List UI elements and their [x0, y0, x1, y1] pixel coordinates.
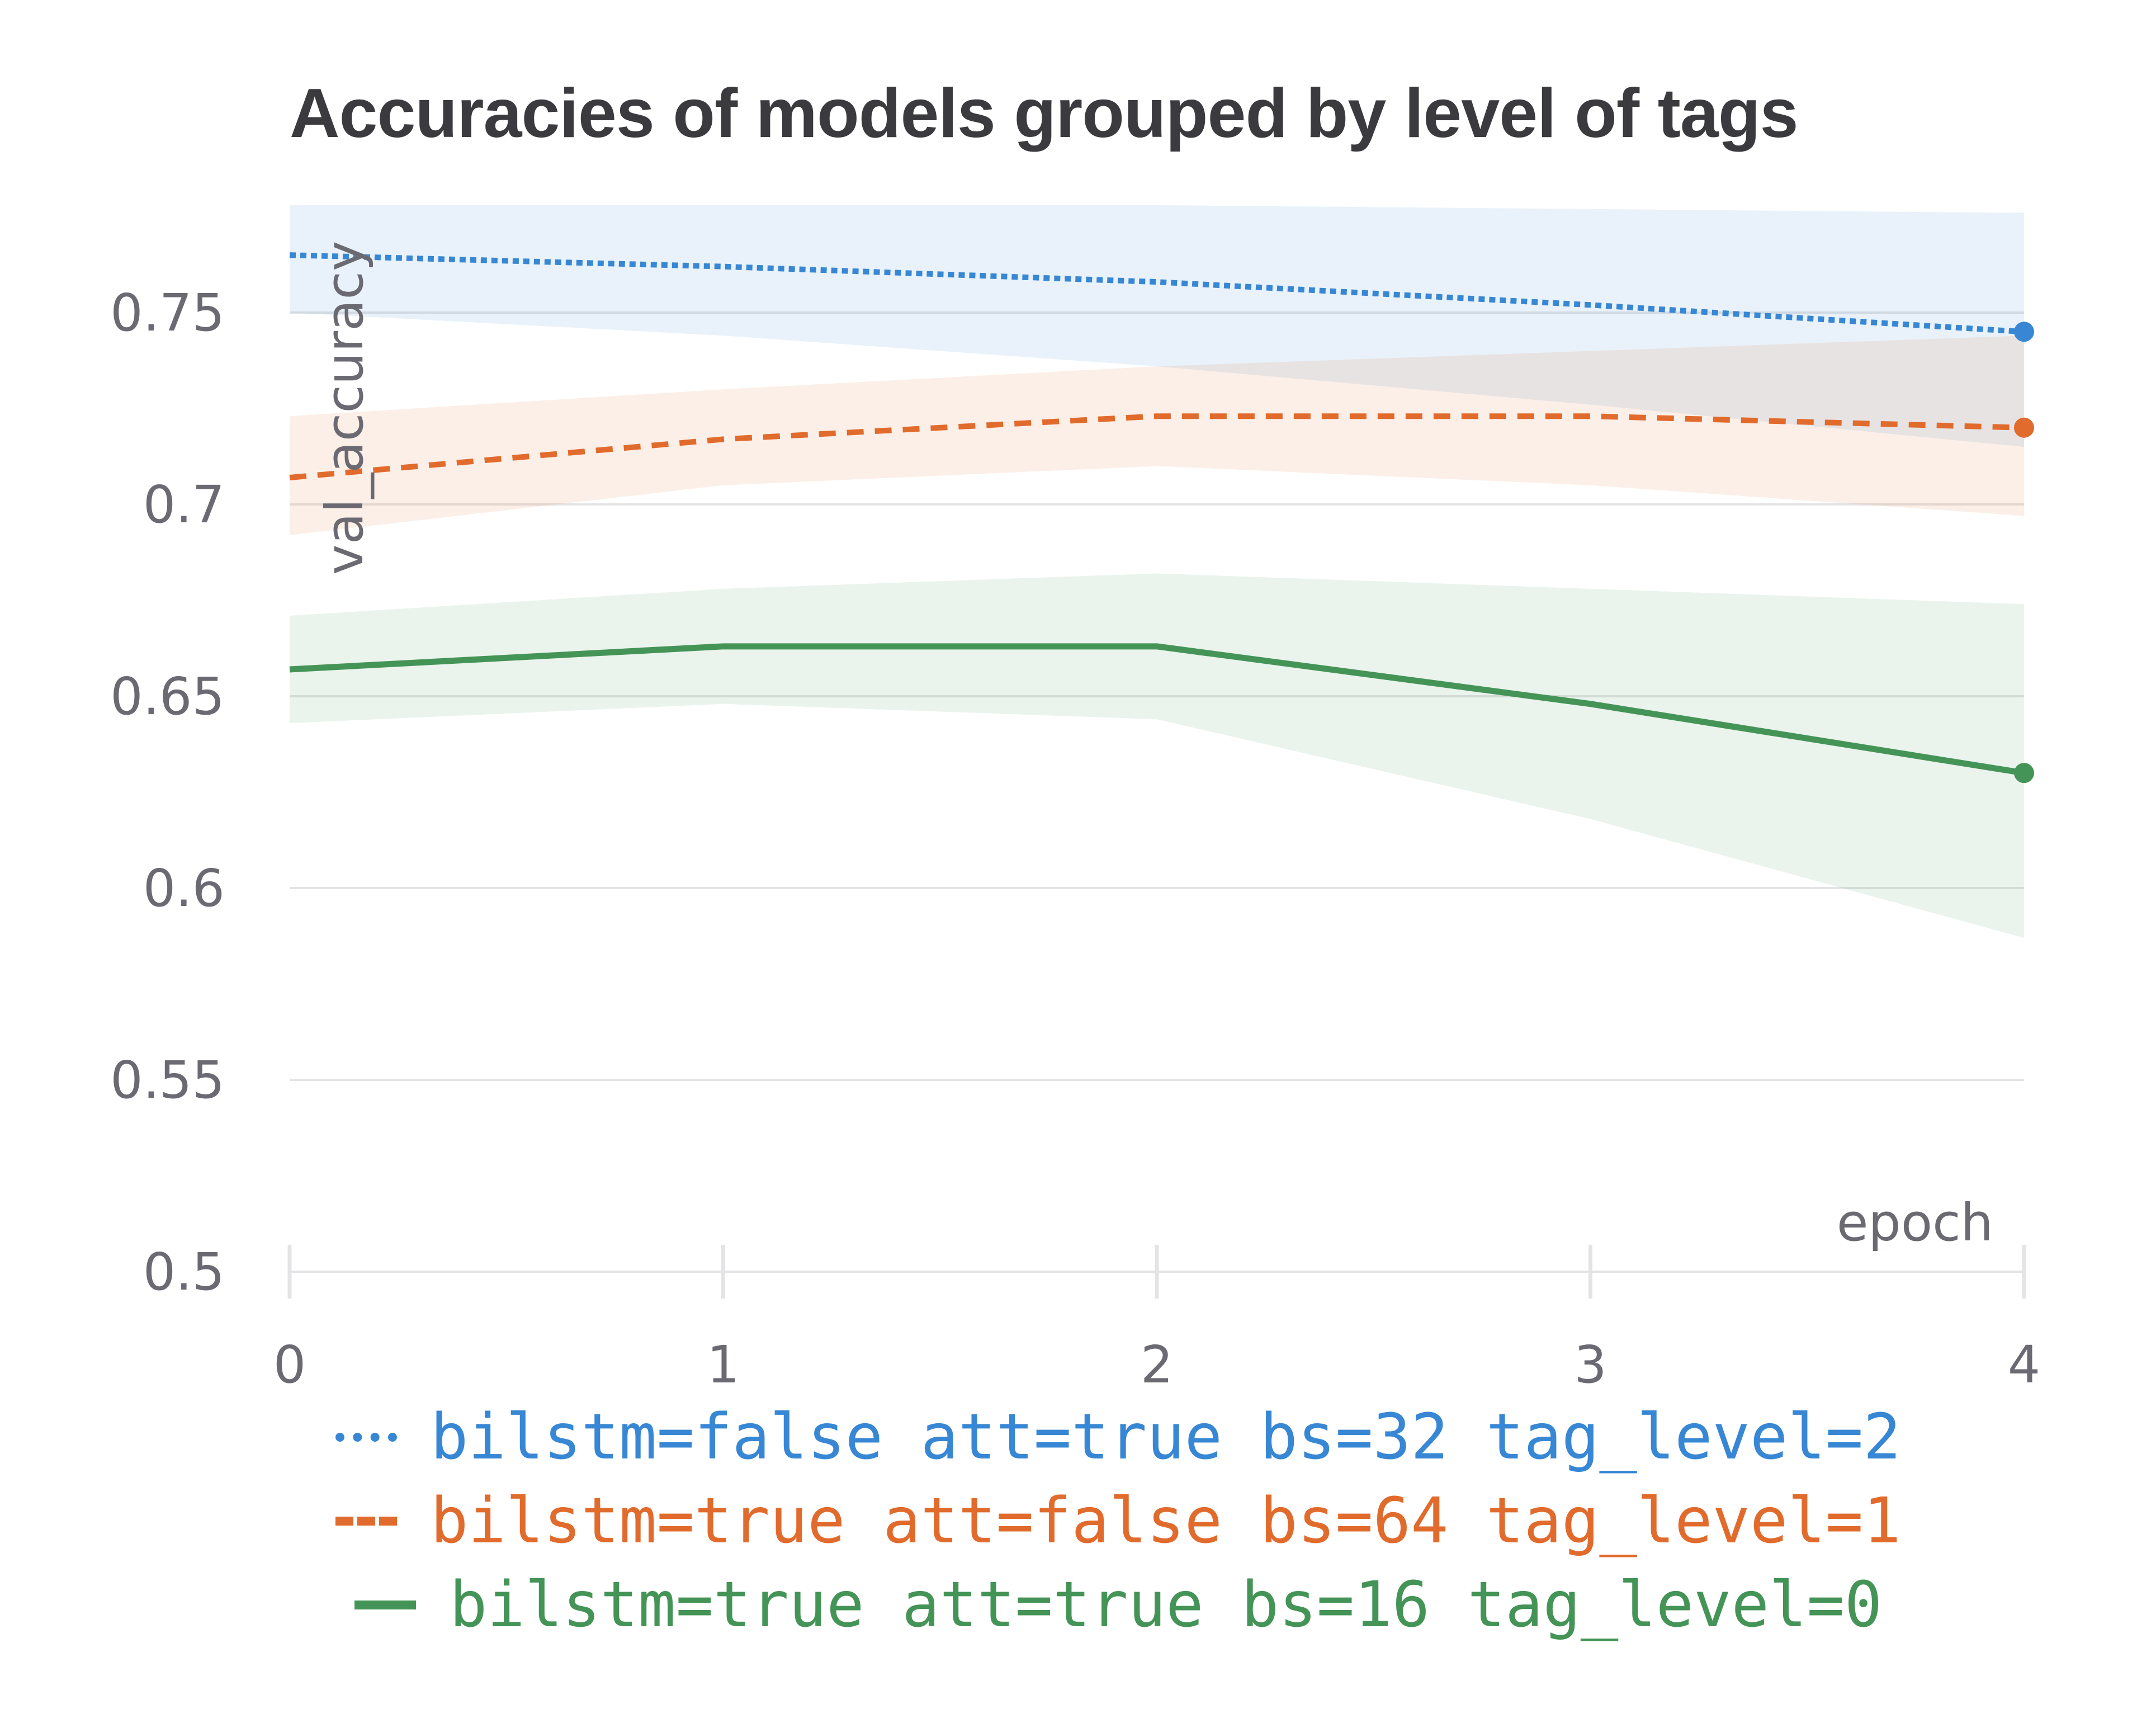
y-axis: 0.5 0.55 0.6 0.65 0.7 0.75: [110, 283, 225, 1302]
legend-swatch: [335, 1517, 397, 1526]
x-axis: 0 1 2 3 4: [273, 1245, 2041, 1395]
series-endpoint-2: [2014, 763, 2034, 783]
chart-title: Accuracies of models grouped by level of…: [290, 75, 1799, 152]
y-tick-label: 0.65: [110, 667, 225, 726]
y-tick-label: 0.55: [110, 1050, 225, 1110]
x-tick-label: 0: [273, 1335, 306, 1395]
y-tick-label: 0.7: [143, 475, 225, 535]
x-tick-label: 3: [1574, 1335, 1607, 1395]
x-axis-label: epoch: [1837, 1193, 1993, 1253]
legend-item[interactable]: bilstm=true att=false bs=64 tag_level=1: [335, 1482, 1901, 1560]
series-band-1: [290, 336, 2024, 535]
x-tick-label: 1: [707, 1335, 740, 1395]
x-tick-label: 2: [1141, 1335, 1174, 1395]
series-line-1: [289, 413, 2025, 480]
series-endpoint-1: [2014, 417, 2034, 438]
legend-label: bilstm=true att=true bs=16 tag_level=0: [450, 1569, 1883, 1641]
series-line-2: [289, 643, 2025, 776]
series-line-0: [289, 252, 2025, 335]
x-tick-label: 4: [2008, 1335, 2041, 1395]
confidence-bands: [290, 205, 2024, 938]
y-tick-label: 0.6: [143, 858, 225, 918]
series-endpoint-0: [2014, 322, 2034, 342]
y-axis-label: val_accuracy: [315, 241, 375, 575]
series-band-2: [290, 573, 2024, 938]
legend-item[interactable]: bilstm=true att=true bs=16 tag_level=0: [354, 1566, 1882, 1644]
legend-label: bilstm=true att=false bs=64 tag_level=1: [431, 1485, 1901, 1557]
legend-item[interactable]: bilstm=false att=true bs=32 tag_level=2: [335, 1398, 1901, 1476]
y-tick-label: 0.75: [110, 283, 225, 343]
legend-label: bilstm=false att=true bs=32 tag_level=2: [431, 1401, 1901, 1474]
series-lines: [289, 252, 2034, 783]
y-tick-label: 0.5: [143, 1242, 225, 1302]
legend-swatch: [335, 1433, 397, 1442]
legend-swatch: [354, 1601, 416, 1609]
series-band-0: [290, 205, 2024, 447]
